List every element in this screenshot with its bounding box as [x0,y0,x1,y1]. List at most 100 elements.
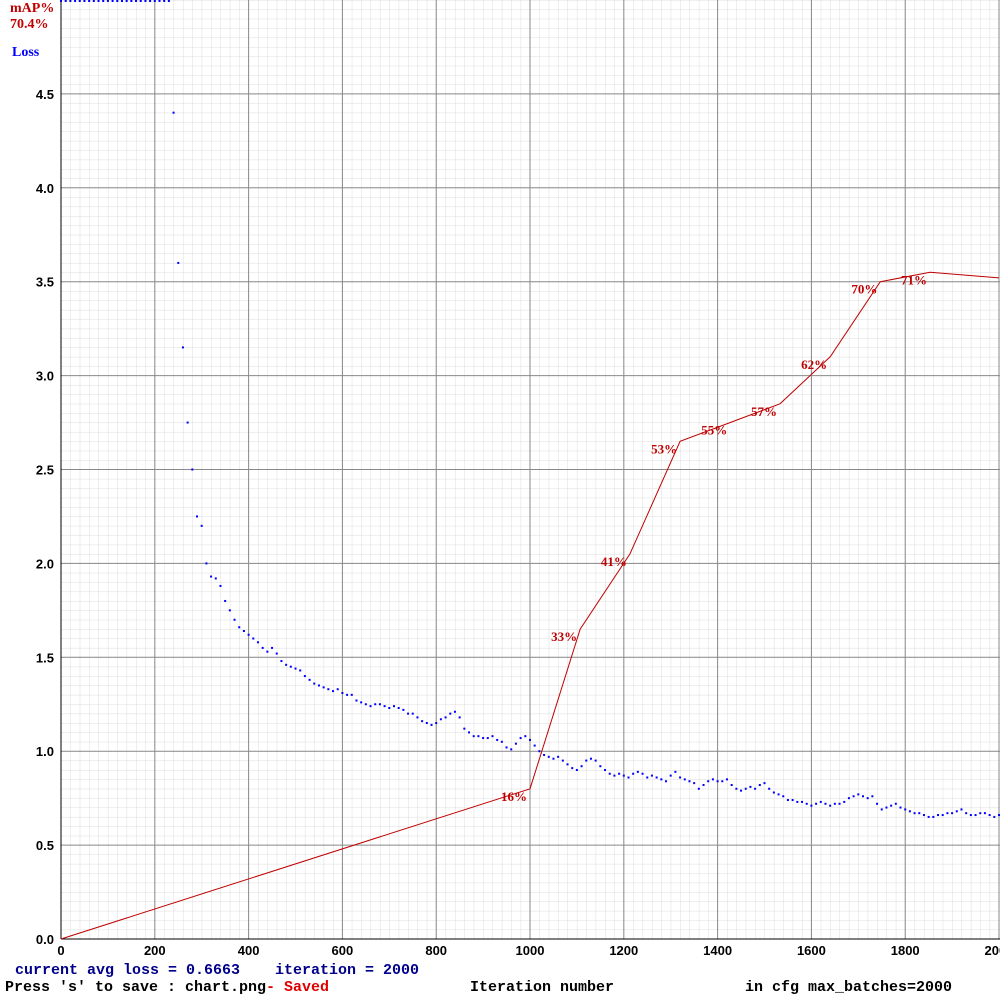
loss-point [838,802,841,805]
loss-point [763,782,766,785]
loss-point [158,0,161,2]
loss-point [801,800,804,803]
loss-point [744,787,747,790]
x-tick-label: 800 [425,943,447,958]
loss-point [416,716,419,719]
cfg-note: in cfg max_batches=2000 [745,979,952,996]
loss-point [463,727,466,730]
map-label: 71% [901,272,927,287]
loss-point [97,0,100,2]
loss-point [177,261,180,264]
loss-point [941,814,944,817]
loss-point [679,776,682,779]
loss-point [83,0,86,2]
map-label: 16% [501,789,527,804]
y-tick-label: 4.0 [36,181,54,196]
y-tick-label: 3.0 [36,369,54,384]
loss-point [655,776,658,779]
loss-point [937,814,940,817]
loss-point [139,0,142,2]
loss-point [144,0,147,2]
loss-point [430,723,433,726]
loss-point [378,703,381,706]
map-label: 62% [801,357,827,372]
loss-point [810,804,813,807]
loss-point [660,778,663,781]
loss-point [876,802,879,805]
loss-point [92,0,95,2]
loss-point [407,712,410,715]
loss-point [740,789,743,792]
loss-point [819,800,822,803]
loss-point [622,774,625,777]
loss-point [247,633,250,636]
loss-point [786,799,789,802]
loss-point [214,577,217,580]
save-state: - Saved [257,979,329,996]
loss-point [111,0,114,2]
loss-point [524,735,527,738]
loss-point [824,802,827,805]
map-label: 55% [701,423,727,438]
loss-point [772,791,775,794]
loss-point [186,421,189,424]
loss-point [60,0,62,2]
y-tick-label: 1.5 [36,650,54,665]
loss-point [200,524,203,527]
loss-point [369,705,372,708]
loss-point [491,735,494,738]
x-tick-label: 0 [57,943,64,958]
loss-point [618,772,621,775]
loss-point [650,774,653,777]
loss-point [908,810,911,813]
loss-point [280,660,283,663]
loss-point [594,759,597,762]
loss-point [636,770,639,773]
loss-point [106,0,109,2]
loss-point [482,737,485,740]
map-line [60,271,1000,940]
map-label: 41% [601,554,627,569]
x-tick-label: 1000 [516,943,545,958]
current-map: 70.4% [10,17,49,32]
loss-point [74,0,77,2]
loss-point [894,802,897,805]
loss-point [702,784,705,787]
loss-point [641,772,644,775]
loss-point [102,0,105,2]
loss-point [529,738,531,741]
loss-point [693,782,696,785]
loss-point [922,814,925,817]
loss-point [383,705,386,708]
loss-point [228,609,231,612]
loss-point [683,778,686,781]
loss-point [646,776,649,779]
loss-point [758,784,761,787]
loss-point [120,0,123,2]
loss-point [210,575,213,578]
loss-point [341,691,344,694]
loss-point [538,750,541,753]
loss-point [125,0,128,2]
loss-point [913,812,916,815]
loss-point [847,797,850,800]
loss-point [439,718,442,721]
loss-point [585,759,588,762]
y-tick-label: 3.5 [36,275,54,290]
loss-point [904,808,907,811]
loss-point [163,0,166,2]
loss-point [716,780,719,783]
loss-point [946,812,949,815]
x-tick-label: 600 [332,943,354,958]
loss-point [861,795,864,798]
loss-point [543,753,546,756]
loss-point [374,703,377,706]
loss-point [852,795,855,798]
loss-point [477,735,480,738]
map-label: 70% [851,282,877,297]
loss-point [866,797,869,800]
loss-point [918,812,921,815]
loss-point [665,780,668,783]
loss-point [608,772,611,775]
